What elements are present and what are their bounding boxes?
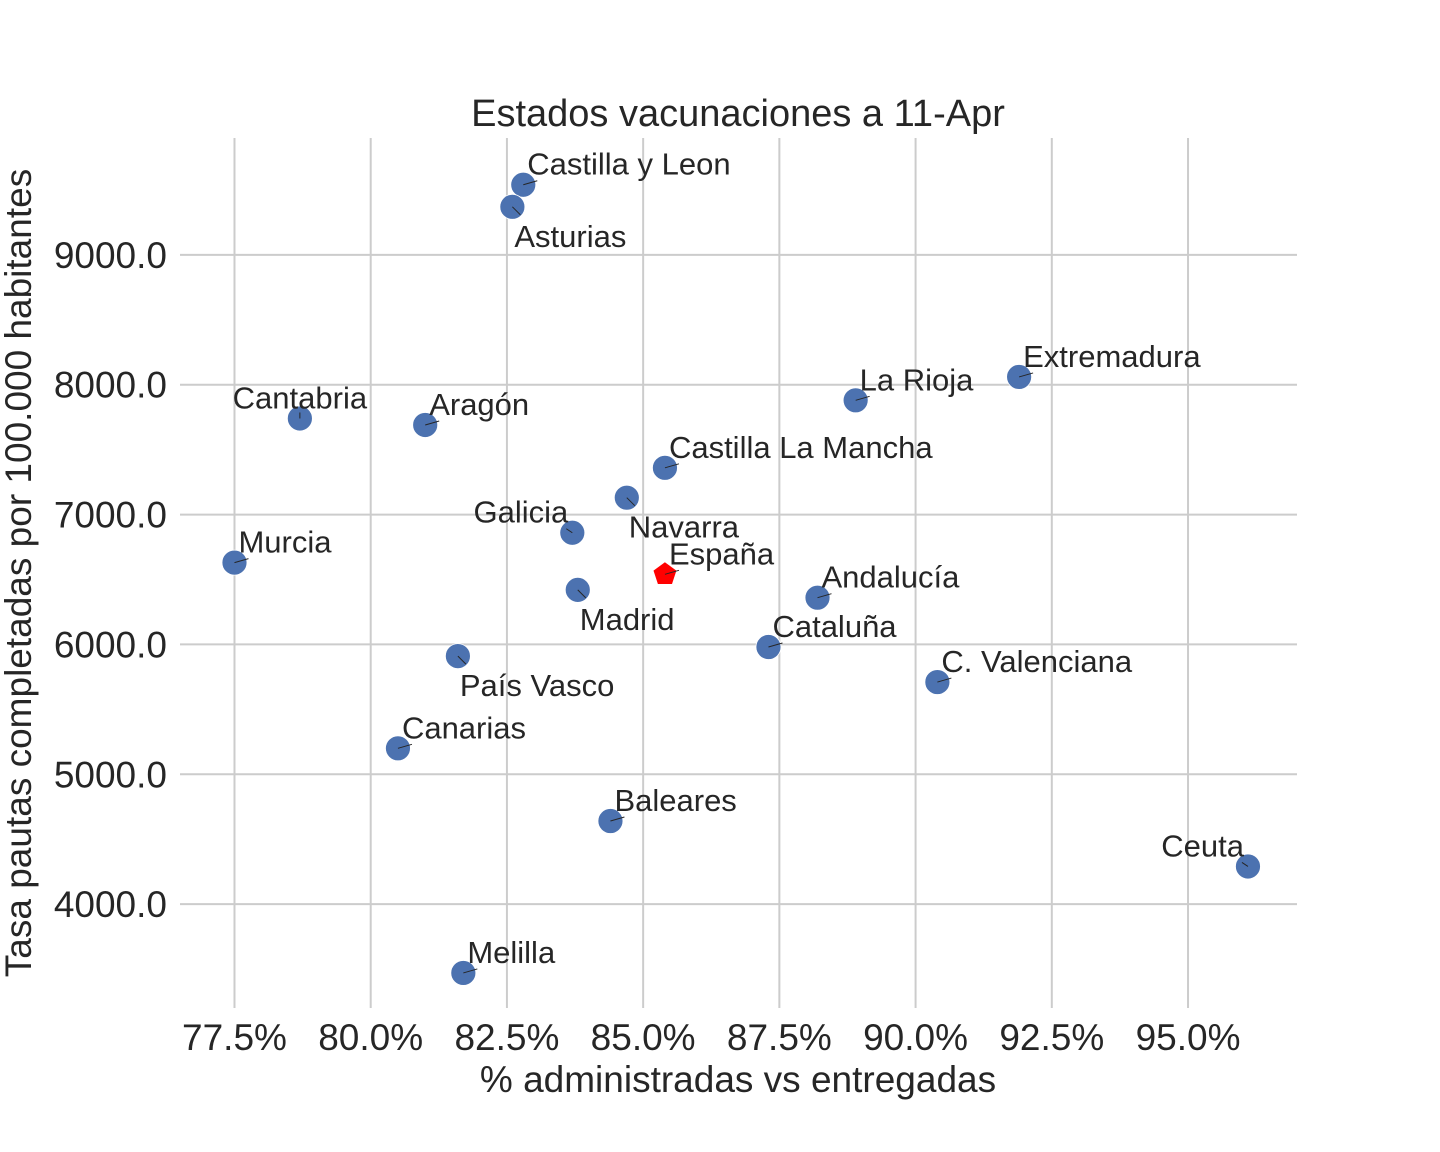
- point-leader-line: [937, 677, 952, 683]
- point-leader-line: [234, 558, 249, 564]
- point-label: Castilla La Mancha: [669, 430, 933, 465]
- x-tick-label: 90.0%: [863, 1017, 968, 1058]
- point-label: Baleares: [614, 783, 736, 818]
- point-leader-line: [610, 816, 625, 822]
- point-leader-line: [577, 589, 587, 599]
- point-leader-line: [664, 569, 680, 575]
- point-label: La Rioja: [860, 362, 974, 397]
- point-label: España: [669, 536, 775, 571]
- point-labels: Castilla y Leon Asturias Extremadura La Rio…: [233, 147, 1249, 974]
- point-leader-line: [855, 395, 870, 401]
- point-label: País Vasco: [460, 668, 615, 703]
- point-label: Navarra: [629, 510, 740, 545]
- point-label: Canarias: [402, 710, 526, 745]
- x-tick-label: 95.0%: [1136, 1017, 1241, 1058]
- y-axis-label: Tasa pautas completadas por 100.000 habi…: [0, 169, 39, 977]
- x-tick-label: 92.5%: [999, 1017, 1104, 1058]
- point-label: C. Valenciana: [941, 644, 1132, 679]
- point-label: Cataluña: [772, 609, 897, 644]
- point-leader-line: [566, 528, 573, 534]
- point-leader-line: [1241, 862, 1249, 867]
- y-tick-label: 5000.0: [54, 754, 167, 795]
- point-leader-line: [768, 642, 783, 648]
- point-label: Madrid: [580, 602, 675, 637]
- y-tick-label: 4000.0: [54, 884, 167, 925]
- x-tick-label: 80.0%: [318, 1017, 423, 1058]
- point-leader-line: [457, 655, 467, 665]
- x-tick-label: 82.5%: [454, 1017, 559, 1058]
- chart-title: Estados vacunaciones a 11-Apr: [471, 93, 1005, 135]
- point-leader-line: [523, 180, 538, 186]
- point-leader-line: [817, 593, 832, 599]
- point-leader-line: [626, 497, 636, 507]
- data-points: [221, 171, 1261, 986]
- y-tick-label: 6000.0: [54, 624, 167, 665]
- y-tick-label: 9000.0: [54, 235, 167, 276]
- x-axis-label: % administradas vs entregadas: [480, 1059, 996, 1100]
- point-label: Galicia: [474, 495, 570, 530]
- x-tick-label: 77.5%: [182, 1017, 287, 1058]
- x-tick-label: 87.5%: [727, 1017, 832, 1058]
- point-leader-line: [463, 968, 478, 974]
- point-label: Extremadura: [1023, 339, 1201, 374]
- point-label: Aragón: [429, 387, 529, 422]
- point-leader-line: [664, 463, 680, 469]
- point-label: Cantabria: [233, 380, 368, 415]
- point-leader-line: [425, 420, 440, 426]
- x-tick-label: 85.0%: [591, 1017, 696, 1058]
- point-leader-line: [397, 743, 413, 749]
- highlight-point: [653, 562, 677, 584]
- point-leader-line: [1018, 372, 1034, 378]
- grid: [180, 138, 1297, 1008]
- y-tick-label: 7000.0: [54, 495, 167, 536]
- point-label: Andalucía: [822, 560, 961, 595]
- point-label: Castilla y Leon: [527, 147, 730, 182]
- point-label: Ceuta: [1161, 828, 1244, 863]
- y-tick-label: 8000.0: [54, 365, 167, 406]
- point-label: Asturias: [514, 219, 626, 254]
- point-leader-line: [512, 206, 521, 216]
- tick-labels: 77.5% 80.0% 82.5% 85.0% 87.5% 90.0% 92.5% 95.0%…: [54, 235, 1241, 1058]
- point-label: Melilla: [467, 935, 556, 970]
- point-label: Murcia: [238, 525, 332, 560]
